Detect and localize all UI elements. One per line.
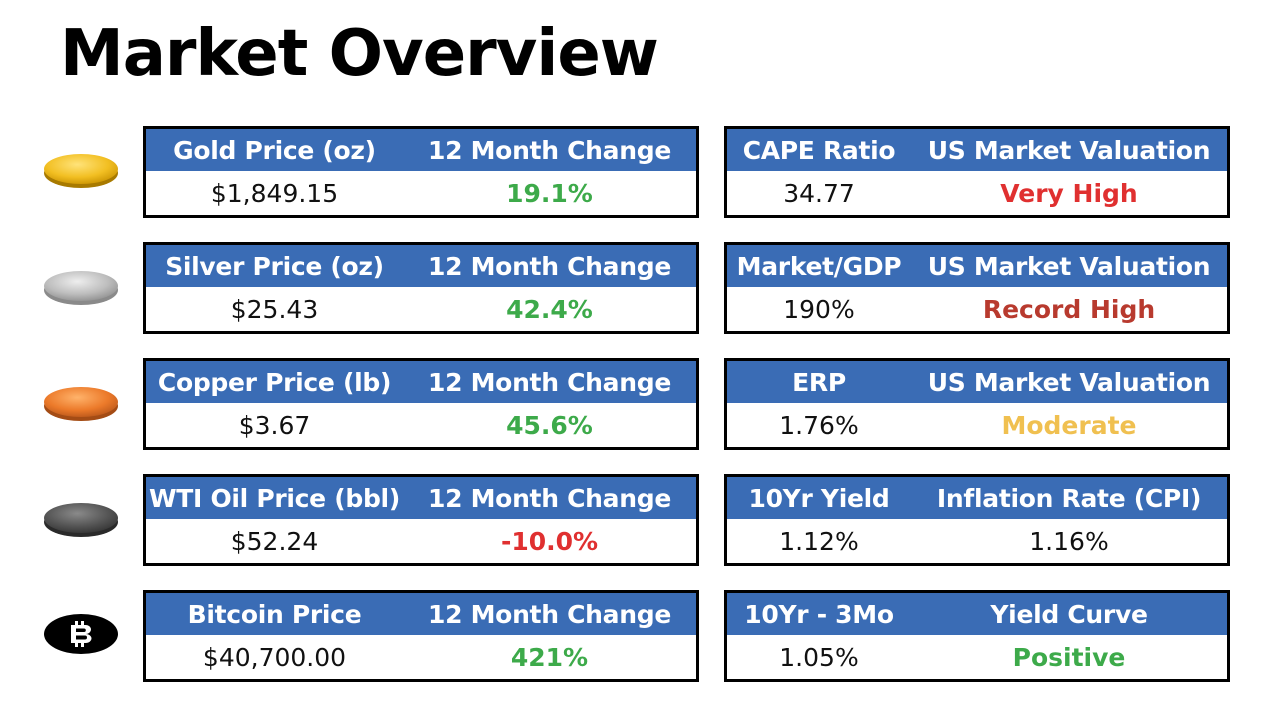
indicator-label-2: US Market Valuation bbox=[927, 367, 1211, 397]
page-title: Market Overview bbox=[60, 17, 659, 91]
indicator-value: 1.05% bbox=[779, 642, 859, 672]
inflation-value: 1.16% bbox=[1029, 526, 1109, 556]
silver-price-table: Silver Price (oz) 12 Month Change $25.43… bbox=[143, 242, 699, 334]
change-label: 12 Month Change bbox=[428, 367, 671, 397]
indicator-label-2: Yield Curve bbox=[990, 599, 1148, 629]
change-value: 42.4% bbox=[506, 294, 593, 324]
change-value: -10.0% bbox=[500, 526, 599, 556]
gold-coin-icon bbox=[42, 150, 120, 190]
erp-table: ERP US Market Valuation 1.76% Moderate bbox=[724, 358, 1230, 450]
change-value: 45.6% bbox=[506, 410, 593, 440]
yield-curve-status: Positive bbox=[1012, 642, 1126, 672]
change-label: 12 Month Change bbox=[428, 483, 671, 513]
gold-price-table: Gold Price (oz) 12 Month Change $1,849.1… bbox=[143, 126, 699, 218]
commodity-price: $52.24 bbox=[230, 526, 319, 556]
indicator-label-2: US Market Valuation bbox=[927, 251, 1211, 281]
silver-coin-icon bbox=[42, 267, 120, 307]
oil-coin-icon bbox=[42, 499, 120, 539]
indicator-label: ERP bbox=[792, 367, 846, 397]
commodity-price: $1,849.15 bbox=[210, 178, 339, 208]
change-value: 421% bbox=[510, 642, 589, 672]
valuation-status: Moderate bbox=[1001, 410, 1137, 440]
commodity-label: Silver Price (oz) bbox=[165, 251, 384, 281]
yield-inflation-table: 10Yr Yield Inflation Rate (CPI) 1.12% 1.… bbox=[724, 474, 1230, 566]
indicator-value: 1.12% bbox=[779, 526, 859, 556]
change-value: 19.1% bbox=[506, 178, 593, 208]
commodity-price: $3.67 bbox=[238, 410, 311, 440]
indicator-value: 190% bbox=[783, 294, 855, 324]
change-label: 12 Month Change bbox=[428, 599, 671, 629]
valuation-status: Record High bbox=[982, 294, 1156, 324]
indicator-label: 10Yr Yield bbox=[748, 483, 890, 513]
bitcoin-price-table: Bitcoin Price 12 Month Change $40,700.00… bbox=[143, 590, 699, 682]
change-label: 12 Month Change bbox=[428, 251, 671, 281]
indicator-label-2: Inflation Rate (CPI) bbox=[936, 483, 1202, 513]
oil-price-table: WTI Oil Price (bbl) 12 Month Change $52.… bbox=[143, 474, 699, 566]
copper-coin-icon bbox=[42, 383, 120, 423]
copper-price-table: Copper Price (lb) 12 Month Change $3.67 … bbox=[143, 358, 699, 450]
commodity-label: Gold Price (oz) bbox=[173, 135, 376, 165]
change-label: 12 Month Change bbox=[428, 135, 671, 165]
indicator-label: CAPE Ratio bbox=[742, 135, 896, 165]
commodity-label: Copper Price (lb) bbox=[157, 367, 392, 397]
commodity-price: $40,700.00 bbox=[202, 642, 347, 672]
bitcoin-icon bbox=[42, 612, 120, 656]
valuation-status: Very High bbox=[1000, 178, 1138, 208]
commodity-price: $25.43 bbox=[230, 294, 319, 324]
yield-curve-table: 10Yr - 3Mo Yield Curve 1.05% Positive bbox=[724, 590, 1230, 682]
commodity-label: Bitcoin Price bbox=[187, 599, 362, 629]
commodity-label: WTI Oil Price (bbl) bbox=[149, 483, 400, 513]
indicator-label: Market/GDP bbox=[736, 251, 902, 281]
indicator-value: 1.76% bbox=[779, 410, 859, 440]
market-gdp-table: Market/GDP US Market Valuation 190% Reco… bbox=[724, 242, 1230, 334]
cape-ratio-table: CAPE Ratio US Market Valuation 34.77 Ver… bbox=[724, 126, 1230, 218]
indicator-label-2: US Market Valuation bbox=[927, 135, 1211, 165]
indicator-label: 10Yr - 3Mo bbox=[744, 599, 894, 629]
indicator-value: 34.77 bbox=[783, 178, 855, 208]
